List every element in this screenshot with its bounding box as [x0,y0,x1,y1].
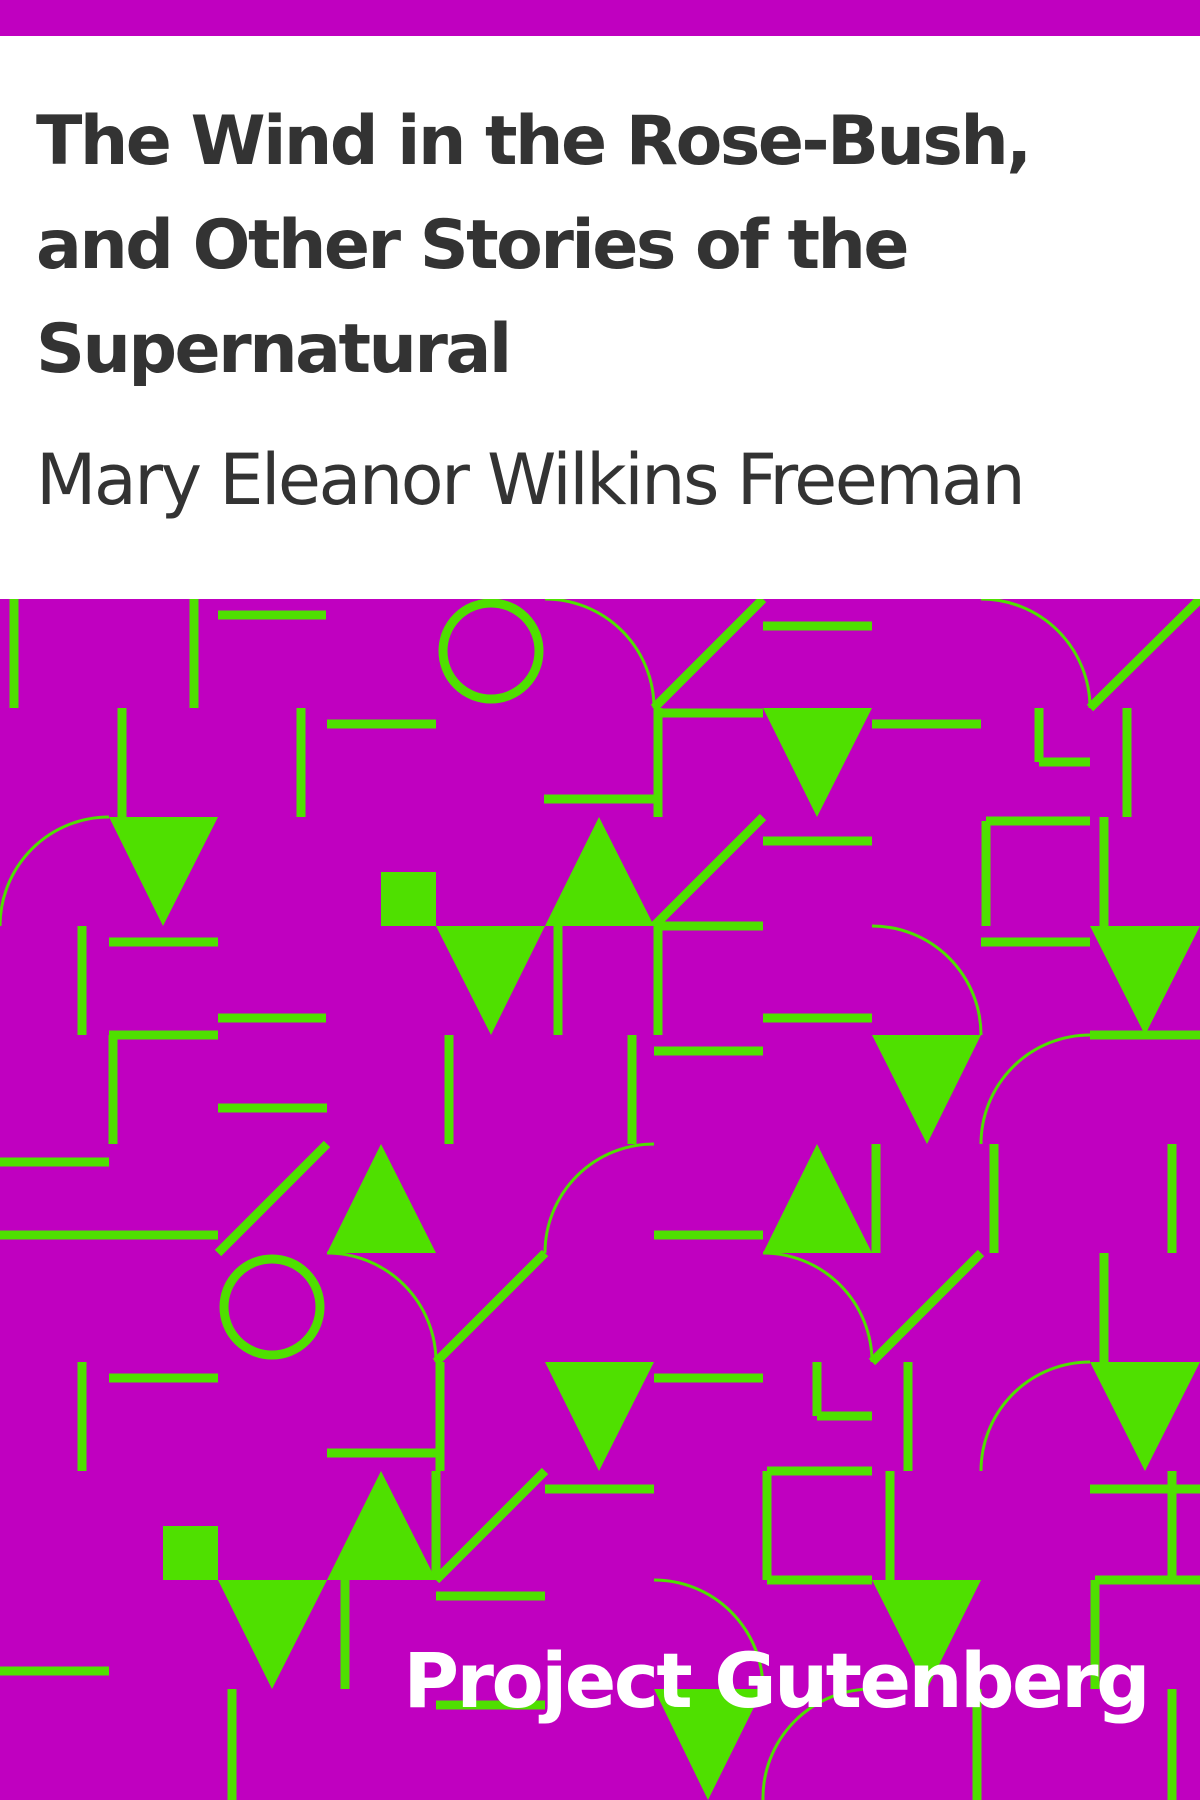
pattern-arc [0,815,110,927]
pattern-triangle [109,817,218,926]
pattern-square [163,1526,218,1580]
pattern-line [1086,599,1200,712]
pattern-triangle [1090,926,1200,1035]
pattern-arc [326,1251,438,1363]
pattern-line [868,1249,985,1366]
pattern-arc [653,1578,765,1690]
pattern-line [214,1140,331,1257]
pattern-triangle [1090,1362,1200,1471]
pattern-triangle [545,817,654,926]
book-title: The Wind in the Rose-Bush, and Other Sto… [36,102,1032,389]
pattern-triangle [218,1580,327,1689]
pattern-square [381,872,436,926]
pattern-line [432,1249,549,1366]
pattern-line [650,599,767,712]
book-author: Mary Eleanor Wilkins Freeman [36,439,1026,521]
geometric-pattern [0,599,1200,1800]
pattern-ring [438,599,544,704]
top-color-band [0,0,1200,36]
pattern-line [432,1467,549,1584]
pattern-ring [219,1254,325,1360]
pattern-arc [761,1687,873,1800]
pattern-arc [980,599,1092,709]
pattern-arc [871,924,983,1036]
pattern-triangle [872,1580,981,1689]
title-panel: The Wind in the Rose-Bush, and Other Sto… [0,36,1200,599]
pattern-triangle [327,1471,436,1580]
pattern-arc [979,1033,1091,1145]
pattern-arc [762,1251,874,1363]
pattern-triangle [654,1689,763,1800]
pattern-triangle [872,1035,981,1144]
pattern-line [650,813,767,930]
publisher-logo-text: Project Gutenberg [403,1636,1150,1725]
pattern-arc [544,599,656,709]
pattern-triangle [763,1144,872,1253]
pattern-triangle [327,1144,436,1253]
geometric-pattern-area: Project Gutenberg [0,599,1200,1800]
pattern-triangle [436,926,545,1035]
pattern-arc [543,1142,655,1254]
pattern-arc [979,1360,1091,1472]
pattern-triangle [763,708,872,817]
pattern-triangle [545,1362,654,1471]
